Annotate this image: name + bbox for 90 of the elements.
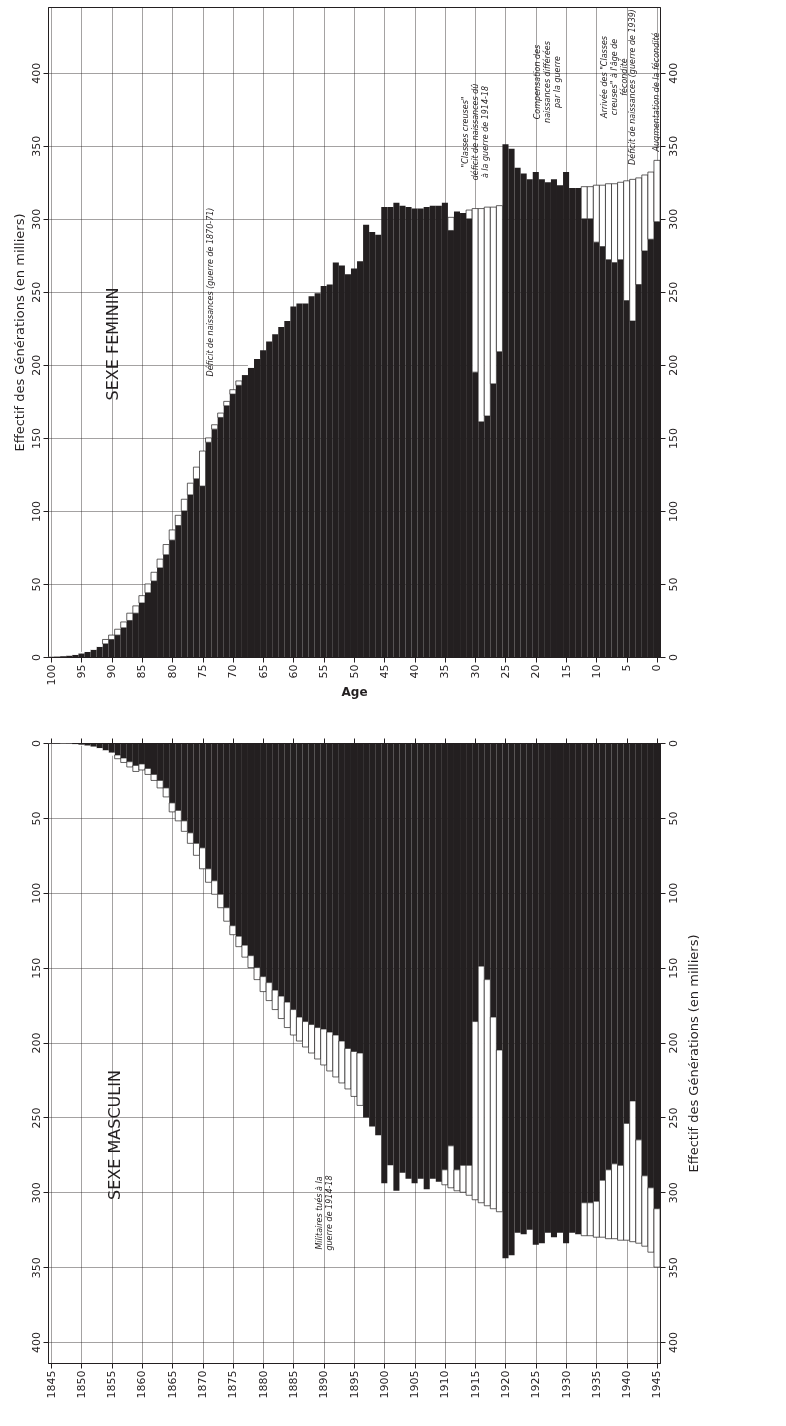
y2-tick-label: 350 bbox=[666, 1257, 680, 1279]
y2-tick-label: 150 bbox=[666, 957, 680, 979]
y-tick-label: 50 bbox=[29, 811, 43, 826]
y-tick-label: 0 bbox=[29, 740, 43, 747]
y-axis-title: Effectif des Générations (en milliers) bbox=[11, 213, 27, 452]
x2-tick-label: 1875 bbox=[226, 1370, 240, 1399]
x2-tick-label: 1905 bbox=[408, 1370, 422, 1399]
x-tick-label: 65 bbox=[256, 664, 270, 679]
y-tick-label: 300 bbox=[29, 1182, 43, 1204]
x-tick-label: 85 bbox=[135, 664, 149, 679]
y2-tick-label: 200 bbox=[666, 354, 680, 376]
y-tick-label: 150 bbox=[29, 957, 43, 979]
y2-tick-label: 200 bbox=[666, 1032, 680, 1054]
y-tick-label: 300 bbox=[29, 208, 43, 230]
text: SEXE MASCULIN bbox=[105, 1070, 124, 1200]
x2-tick-label: 1890 bbox=[317, 1370, 331, 1399]
x-tick-label: 90 bbox=[105, 664, 119, 679]
y-tick-label: 200 bbox=[29, 354, 43, 376]
y-tick-label: 100 bbox=[29, 882, 43, 904]
x2-tick-label: 1850 bbox=[74, 1370, 88, 1399]
x2-tick-label: 1845 bbox=[44, 1370, 58, 1399]
x2-tick-label: 1900 bbox=[377, 1370, 391, 1399]
x-tick-label: 95 bbox=[74, 664, 88, 679]
y2-tick-label: 300 bbox=[666, 1182, 680, 1204]
y2-tick-label: 400 bbox=[666, 1332, 680, 1354]
x2-tick-label: 1910 bbox=[438, 1370, 452, 1399]
y-tick-label: 350 bbox=[29, 1257, 43, 1279]
x-tick-label: 15 bbox=[559, 664, 573, 679]
y-tick-label: 50 bbox=[29, 577, 43, 592]
y-tick-label: 200 bbox=[29, 1032, 43, 1054]
x-tick-label: 80 bbox=[165, 664, 179, 679]
x-tick-label: 40 bbox=[408, 664, 422, 679]
x2-tick-label: 1925 bbox=[529, 1370, 543, 1399]
y-tick-label: 250 bbox=[29, 1107, 43, 1129]
y2-axis-title: Effectif des Générations (en milliers) bbox=[685, 934, 701, 1173]
x2-tick-label: 1935 bbox=[589, 1370, 603, 1399]
annotation: Déficit de naissances (guerre de 1870-71) bbox=[205, 207, 215, 377]
y-tick-label: 400 bbox=[29, 1332, 43, 1354]
y2-tick-label: 350 bbox=[666, 135, 680, 157]
x2-tick-label: 1945 bbox=[650, 1370, 664, 1399]
x-tick-label: 75 bbox=[196, 664, 210, 679]
annotation: Déficit de naissances (guerre de 1939) bbox=[627, 9, 637, 165]
annotation: Militaires tués à la guerre de 1914-18 bbox=[314, 1175, 334, 1251]
x2-tick-label: 1895 bbox=[347, 1370, 361, 1399]
y2-tick-label: 250 bbox=[666, 281, 680, 303]
y2-tick-label: 50 bbox=[666, 811, 680, 826]
x-tick-label: 0 bbox=[650, 664, 664, 672]
x-axis-title: Age bbox=[341, 685, 368, 700]
y-tick-label: 0 bbox=[29, 654, 43, 661]
annotation: Augmentation de la fécondité bbox=[651, 32, 661, 153]
y2-tick-label: 300 bbox=[666, 208, 680, 230]
y-tick-label: 250 bbox=[29, 281, 43, 303]
y2-tick-label: 100 bbox=[666, 500, 680, 522]
x2-tick-label: 1860 bbox=[135, 1370, 149, 1399]
x-tick-label: 20 bbox=[529, 664, 543, 679]
x-tick-label: 10 bbox=[589, 664, 603, 679]
x2-tick-label: 1880 bbox=[256, 1370, 270, 1399]
y-tick-label: 350 bbox=[29, 135, 43, 157]
x-tick-label: 45 bbox=[377, 664, 391, 679]
x2-tick-label: 1865 bbox=[165, 1370, 179, 1399]
x2-tick-label: 1855 bbox=[105, 1370, 119, 1399]
x-tick-label: 60 bbox=[286, 664, 300, 679]
x2-tick-label: 1920 bbox=[498, 1370, 512, 1399]
x2-tick-label: 1930 bbox=[559, 1370, 573, 1399]
y-tick-label: 100 bbox=[29, 500, 43, 522]
y2-tick-label: 100 bbox=[666, 882, 680, 904]
y2-tick-label: 150 bbox=[666, 427, 680, 449]
y2-tick-label: 50 bbox=[666, 577, 680, 592]
x2-tick-label: 1870 bbox=[196, 1370, 210, 1399]
x-tick-label: 100 bbox=[44, 664, 58, 686]
x-tick-label: 25 bbox=[498, 664, 512, 679]
x-tick-label: 5 bbox=[620, 664, 634, 672]
y-tick-label: 400 bbox=[29, 62, 43, 84]
x-tick-label: 50 bbox=[347, 664, 361, 679]
annotation: "Classes creuses" déficit de naissances dû à la guerre de 1914-18 bbox=[461, 83, 490, 181]
x2-tick-label: 1885 bbox=[286, 1370, 300, 1399]
annotation: Compensation des naissances différées par la guerre bbox=[533, 41, 562, 123]
y2-tick-label: 0 bbox=[666, 740, 680, 747]
annotation: Arrivée des "Classes creuses" à l'âge de fécondité bbox=[599, 36, 629, 119]
x-tick-label: 30 bbox=[468, 664, 482, 679]
x-tick-label: 35 bbox=[438, 664, 452, 679]
x-tick-label: 55 bbox=[317, 664, 331, 679]
y-tick-label: 150 bbox=[29, 427, 43, 449]
text: SEXE FEMININ bbox=[103, 287, 122, 401]
x2-tick-label: 1915 bbox=[468, 1370, 482, 1399]
y2-tick-label: 250 bbox=[666, 1107, 680, 1129]
y2-tick-label: 0 bbox=[666, 654, 680, 661]
x-tick-label: 70 bbox=[226, 664, 240, 679]
y2-tick-label: 400 bbox=[666, 62, 680, 84]
x2-tick-label: 1940 bbox=[620, 1370, 634, 1399]
